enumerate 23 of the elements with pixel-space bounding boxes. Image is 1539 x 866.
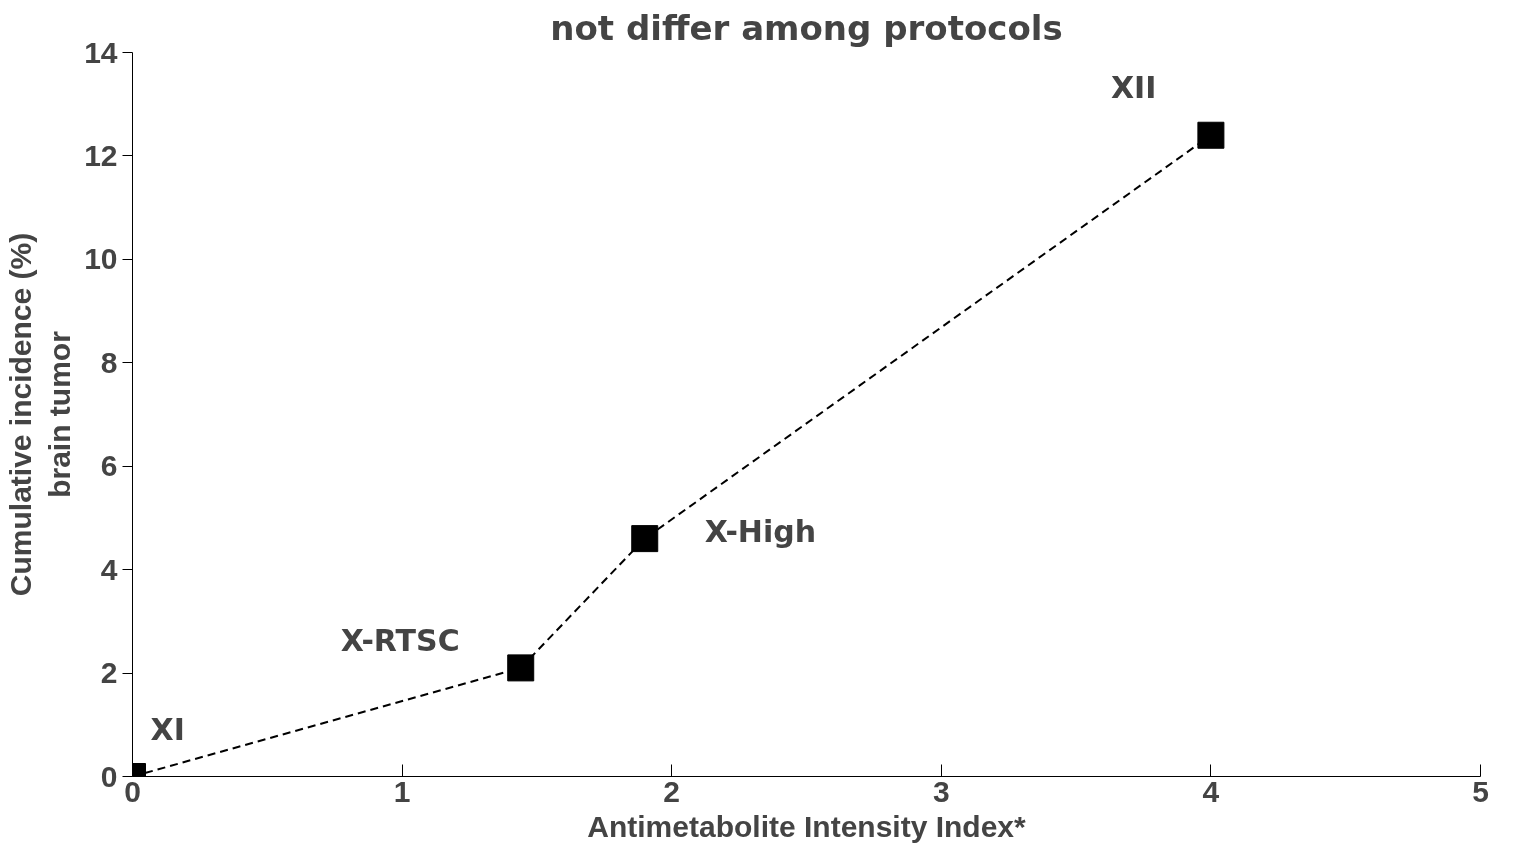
y-tick-label: 12 [84, 138, 118, 172]
point [631, 525, 659, 553]
point [1197, 121, 1225, 149]
point [507, 654, 535, 682]
x-tick-label: 4 [1202, 774, 1220, 808]
annotation: X-High [704, 513, 817, 549]
y-tick-label: 4 [100, 552, 118, 586]
y-tick-label: 14 [84, 35, 118, 69]
x-tick-label: 2 [663, 774, 681, 808]
x-axis-title: Antimetabolite Intensity Index* [587, 809, 1027, 843]
y-tick-label: 2 [100, 656, 118, 690]
annotation: XII [1110, 70, 1157, 106]
y-tick-label: 8 [100, 345, 118, 379]
annotation: XI [150, 711, 185, 747]
x-tick-label: 1 [393, 774, 411, 808]
y-tick-label: 10 [84, 242, 118, 276]
x-tick-label: 0 [124, 774, 141, 808]
annotation: X-RTSC [340, 622, 460, 658]
y-axis-title: Cumulative incidence (%) brain tumor [3, 232, 77, 597]
x-tick-label: 5 [1472, 774, 1489, 808]
chart-title: not differ among protocols [550, 7, 1063, 48]
x-tick-label: 3 [932, 774, 950, 808]
y-tick-label: 6 [100, 449, 118, 483]
